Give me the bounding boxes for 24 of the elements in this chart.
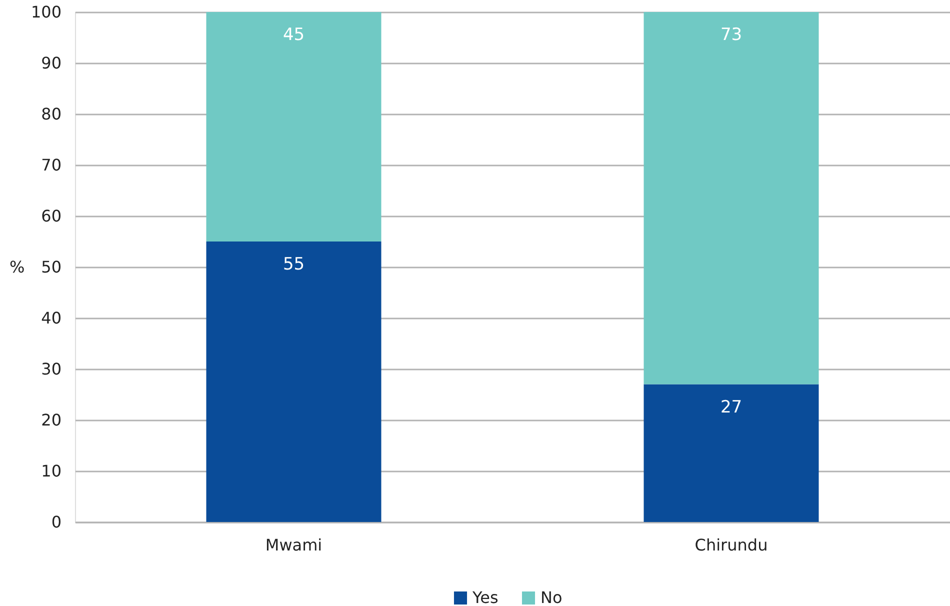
bar bbox=[206, 12, 382, 242]
data-label: 45 bbox=[282, 25, 305, 45]
bar bbox=[644, 12, 819, 384]
y-tick-label: 100 bbox=[30, 2, 62, 22]
y-tick-label: 60 bbox=[41, 206, 62, 226]
legend-label: No bbox=[540, 588, 562, 606]
y-tick-label: 20 bbox=[41, 410, 62, 430]
data-label: 73 bbox=[720, 25, 742, 45]
bar bbox=[206, 242, 382, 522]
data-label: 27 bbox=[720, 397, 742, 418]
y-tick-label: 90 bbox=[41, 54, 62, 72]
y-tick-label: 50 bbox=[41, 258, 62, 276]
x-tick-label: Mwami bbox=[265, 536, 322, 554]
bar bbox=[644, 384, 819, 522]
y-tick-label: 0 bbox=[51, 512, 62, 532]
legend-label: Yes bbox=[472, 588, 498, 606]
y-tick-label: 80 bbox=[41, 104, 62, 124]
y-tick-label: 30 bbox=[41, 360, 62, 378]
y-axis-title: % bbox=[10, 258, 25, 276]
y-tick-label: 70 bbox=[41, 156, 62, 174]
data-label: 55 bbox=[282, 254, 305, 274]
x-tick-label: Chirundu bbox=[694, 536, 768, 554]
y-tick-label: 10 bbox=[41, 462, 62, 480]
y-tick-label: 40 bbox=[41, 308, 62, 328]
